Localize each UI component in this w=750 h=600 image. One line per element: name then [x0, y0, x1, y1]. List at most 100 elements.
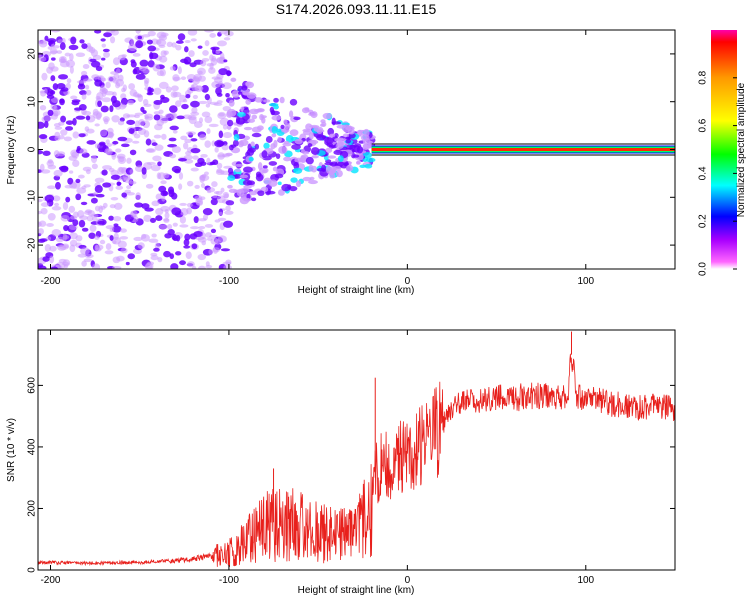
spectrogram-blob	[109, 131, 114, 139]
spectrogram-blob	[132, 68, 138, 75]
spectrogram-blob	[159, 68, 166, 77]
spectrogram-blob	[200, 161, 207, 166]
spectrogram-blob	[316, 128, 323, 135]
spectrogram-blob	[160, 180, 167, 185]
spectrogram-blob	[127, 253, 136, 260]
spectrogram-blob	[178, 158, 187, 162]
spectrogram-blob	[188, 50, 195, 57]
spectrogram-blob	[110, 174, 121, 180]
spectrogram-blob	[134, 165, 144, 173]
spectrogram-blob	[360, 134, 370, 142]
spectrogram-blob	[82, 63, 90, 69]
spectrogram-blob	[230, 77, 237, 82]
spectrogram-blob	[225, 205, 231, 212]
spectrogram-blob	[204, 93, 211, 101]
snr-y-tick-label: 400	[27, 438, 38, 455]
spectrogram-blob	[54, 126, 63, 130]
spectrogram-blob	[225, 152, 233, 157]
spectrogram-blob	[116, 153, 126, 159]
spectrogram-blob	[97, 220, 105, 225]
spectrogram-blob	[197, 70, 203, 75]
spectrogram-blob	[282, 142, 292, 147]
spectrogram-blob	[81, 93, 87, 100]
spectrogram-blob	[220, 52, 225, 60]
spectrogram-blob	[218, 130, 224, 139]
spectrogram-blob	[43, 115, 52, 122]
spectrogram-blob	[57, 135, 65, 140]
spectrogram-blob	[321, 135, 327, 140]
carrier-line-core	[371, 148, 675, 151]
spectrogram-blob	[121, 192, 127, 198]
spectrogram-blob	[95, 247, 102, 252]
spectrogram-blob	[362, 144, 370, 151]
spectrogram-blob	[209, 101, 219, 106]
spectrogram-blob	[85, 89, 92, 96]
spectrogram-blob	[160, 94, 165, 100]
spectrogram-blob	[172, 222, 178, 227]
spectrogram-blob	[147, 86, 152, 95]
colorbar-label: Normalized spectral amplitude	[736, 82, 747, 217]
spectrogram-blob	[184, 46, 189, 53]
spectrogram-blob	[43, 88, 48, 95]
spectrogram-blob	[273, 104, 279, 110]
spectrogram-blob	[166, 41, 173, 48]
spectrogram-x-tick-label: -200	[40, 276, 60, 287]
spectrogram-blob	[123, 177, 133, 183]
spectrogram-blob	[158, 185, 167, 193]
spectrogram-blob	[54, 202, 60, 207]
spectrogram-blob	[82, 110, 92, 116]
spectrogram-blob	[190, 138, 198, 142]
spectrogram-blob	[121, 167, 128, 175]
spectrogram-blob	[47, 38, 57, 43]
spectrogram-marks	[38, 30, 675, 269]
spectrogram-blob	[275, 153, 281, 160]
spectrogram-blob	[197, 45, 203, 49]
spectrogram-blob	[135, 30, 141, 34]
spectrogram-blob	[145, 262, 154, 269]
spectrogram-blob	[94, 79, 103, 87]
spectrogram-blob	[129, 149, 137, 156]
spectrogram-blob	[65, 126, 74, 131]
spectrogram-blob	[288, 110, 294, 118]
spectrogram-blob	[200, 183, 206, 189]
spectrogram-blob	[84, 254, 94, 259]
spectrogram-blob	[111, 115, 120, 123]
spectrogram-blob	[177, 66, 182, 75]
spectrogram-blob	[201, 232, 206, 240]
spectrogram-blob	[147, 60, 155, 68]
spectrogram-blob	[150, 164, 161, 172]
spectrogram-blob	[175, 251, 182, 256]
spectrogram-blob	[168, 137, 177, 142]
spectrogram-blob	[106, 30, 116, 33]
spectrogram-blob	[181, 103, 189, 110]
spectrogram-blob	[153, 99, 163, 105]
spectrogram-blob	[42, 150, 51, 156]
spectrogram-blob	[274, 173, 284, 179]
spectrogram-blob	[110, 197, 119, 201]
spectrogram-blob	[294, 157, 304, 163]
spectrogram-blob	[211, 181, 218, 188]
spectrogram-blob	[38, 39, 48, 45]
spectrogram-blob	[57, 244, 67, 251]
spectrogram-blob	[290, 177, 298, 183]
spectrogram-blob	[201, 84, 209, 93]
spectrogram-blob	[62, 235, 70, 240]
spectrogram-blob	[236, 111, 246, 118]
spectrogram-blob	[335, 169, 343, 178]
spectrogram-blob	[262, 169, 267, 173]
spectrogram-blob	[71, 100, 80, 106]
spectrogram-blob	[56, 50, 63, 54]
spectrogram-blob	[86, 128, 95, 134]
spectrogram-y-tick-label: 10	[27, 96, 38, 108]
spectrogram-blob	[191, 243, 198, 250]
spectrogram-blob	[266, 190, 276, 195]
spectrogram-blob	[55, 181, 61, 190]
spectrogram-blob	[81, 227, 89, 232]
spectrogram-blob	[246, 148, 255, 156]
spectrogram-blob	[53, 105, 58, 111]
colorbar-tick-label: 0.4	[698, 166, 709, 180]
snr-y-tick-label: 200	[27, 500, 38, 517]
spectrogram-blob	[149, 52, 154, 60]
spectrogram-blob	[84, 84, 90, 90]
spectrogram-blob	[78, 133, 86, 138]
